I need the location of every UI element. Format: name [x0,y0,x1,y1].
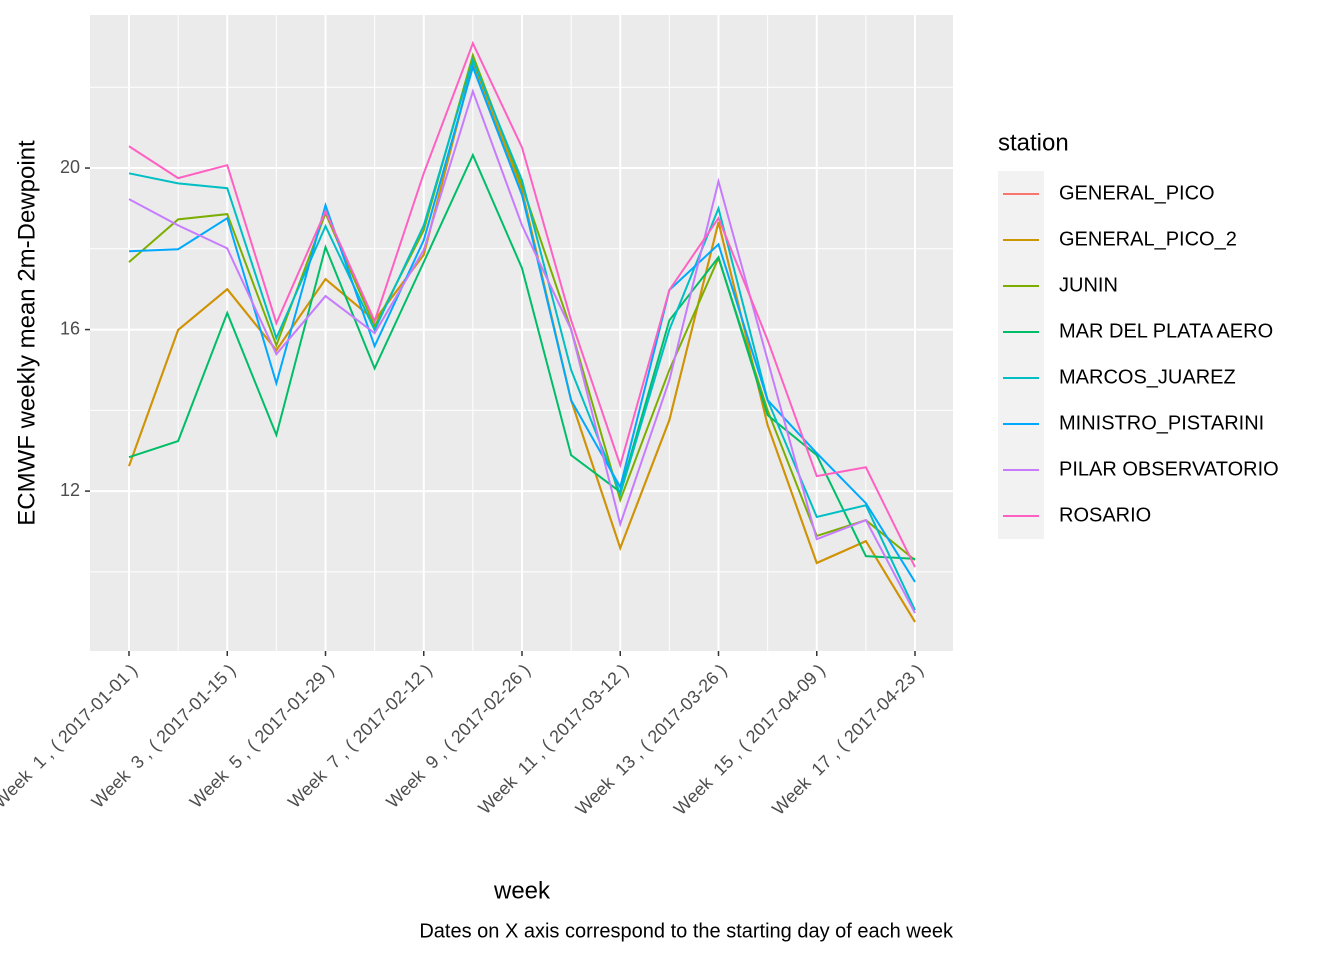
caption: Dates on X axis correspond to the starti… [419,920,954,942]
y-tick-label: 16 [60,318,80,338]
lines [128,40,916,623]
series-line [128,40,916,568]
legend-label: JUNIN [1059,274,1118,296]
y-tick-label: 20 [60,157,80,177]
legend-title: station [998,129,1069,156]
legend-label: MARCOS_JUAREZ [1059,366,1236,388]
grid [90,15,953,651]
y-tick-label: 12 [60,480,80,500]
series-line [128,152,916,560]
y-axis-title: ECMWF weekly mean 2m-Dewpoint [13,140,40,526]
legend-label: GENERAL_PICO_2 [1059,228,1237,250]
legend-label: GENERAL_PICO [1059,182,1215,204]
series-line [128,52,916,561]
series-line [128,57,916,611]
series-line [128,88,916,614]
legend-label: ROSARIO [1059,504,1151,526]
legend-label: PILAR OBSERVATORIO [1059,458,1279,480]
legend-label: MAR DEL PLATA AERO [1059,320,1273,342]
legend-label: MINISTRO_PISTARINI [1059,412,1264,434]
x-axis-title: week [493,877,551,904]
